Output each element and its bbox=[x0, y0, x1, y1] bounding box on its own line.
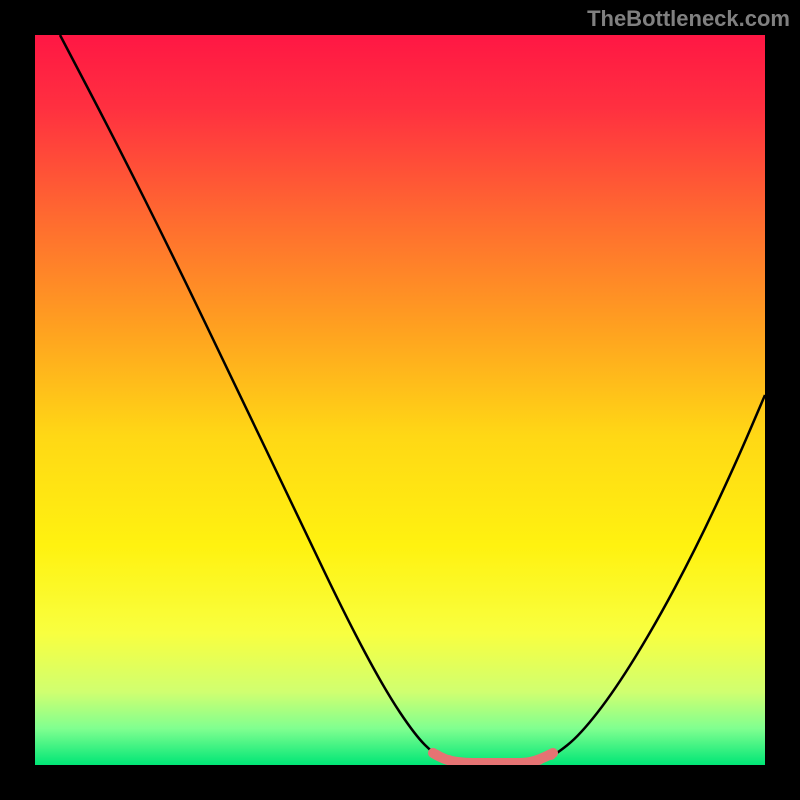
plot-area bbox=[35, 35, 765, 765]
gradient-background bbox=[35, 35, 765, 765]
chart-container: TheBottleneck.com bbox=[0, 0, 800, 800]
watermark-text: TheBottleneck.com bbox=[587, 6, 790, 32]
